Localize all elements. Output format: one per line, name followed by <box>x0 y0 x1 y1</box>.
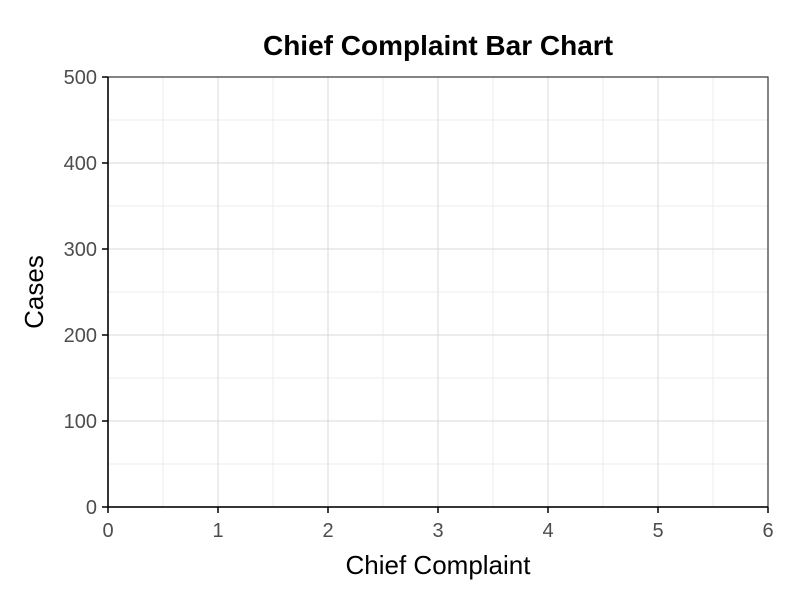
x-tick-label: 5 <box>652 520 663 542</box>
y-tick-label: 300 <box>64 239 97 261</box>
x-axis-ticks: 0 1 2 3 4 5 6 <box>102 507 774 542</box>
x-tick-label: 3 <box>432 520 443 542</box>
x-axis-title: Chief Complaint <box>346 550 532 580</box>
y-axis-title: Cases <box>19 255 49 329</box>
x-tick-label: 6 <box>762 520 773 542</box>
y-tick-label: 100 <box>64 411 97 433</box>
chart-title: Chief Complaint Bar Chart <box>263 30 613 61</box>
y-tick-label: 200 <box>64 325 97 347</box>
x-tick-label: 4 <box>542 520 553 542</box>
y-tick-label: 0 <box>86 497 97 519</box>
y-tick-label: 400 <box>64 153 97 175</box>
y-axis-ticks: 0 100 200 300 400 500 <box>64 67 108 519</box>
x-tick-label: 0 <box>102 520 113 542</box>
y-tick-label: 500 <box>64 67 97 89</box>
x-tick-label: 1 <box>212 520 223 542</box>
x-tick-label: 2 <box>322 520 333 542</box>
